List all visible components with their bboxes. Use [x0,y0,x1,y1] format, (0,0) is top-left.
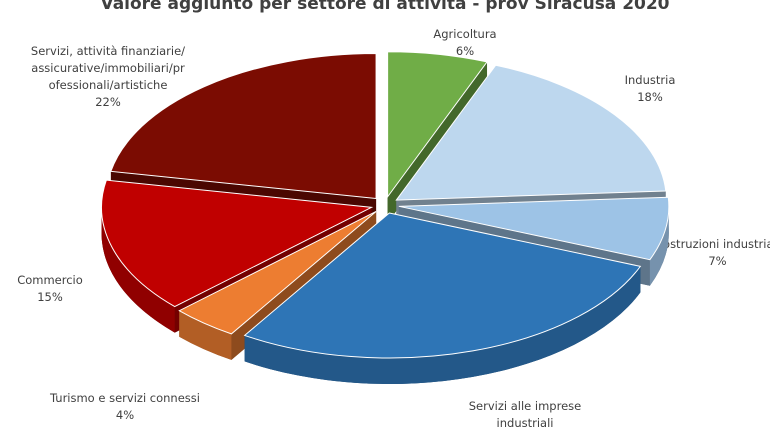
slice [101,179,374,308]
data-label: Commercio 15% [5,272,95,306]
slice [398,196,670,261]
slice-side [649,206,669,286]
slice [178,211,377,335]
slice [395,64,667,201]
slice-side [101,207,175,333]
slice [110,53,377,200]
value-label: 6% [455,44,475,58]
category-label: Servizi, attività finanziarie/assicurati… [30,44,186,92]
value-label: 22% [95,95,121,109]
slice [387,51,488,199]
category-label: Industria [624,73,676,87]
category-label: Commercio [17,273,83,287]
data-label: Agricoltura 6% [420,26,510,60]
slice-side [179,310,232,360]
category-label: Servizi alle imprese industriali [468,399,582,430]
data-label: Costruzioni industriali 7% [655,236,770,270]
slice [243,212,642,359]
value-label: 18% [637,90,663,104]
category-label: Agricoltura [433,27,497,41]
value-label: 4% [115,408,135,422]
value-label: 7% [708,254,727,268]
value-label: 15% [37,290,63,304]
category-label: Costruzioni industriali [655,237,770,251]
category-label: Turismo e servizi connessi [50,391,200,405]
chart-title: Valore aggiunto per settore di attività … [100,0,669,14]
data-label: Servizi, attività finanziarie/assicurati… [28,43,188,111]
data-label: Turismo e servizi connessi 4% [40,390,210,424]
data-label: Servizi alle imprese industriali [455,398,595,432]
slice-side [244,266,641,384]
data-label: Industria 18% [595,72,705,106]
